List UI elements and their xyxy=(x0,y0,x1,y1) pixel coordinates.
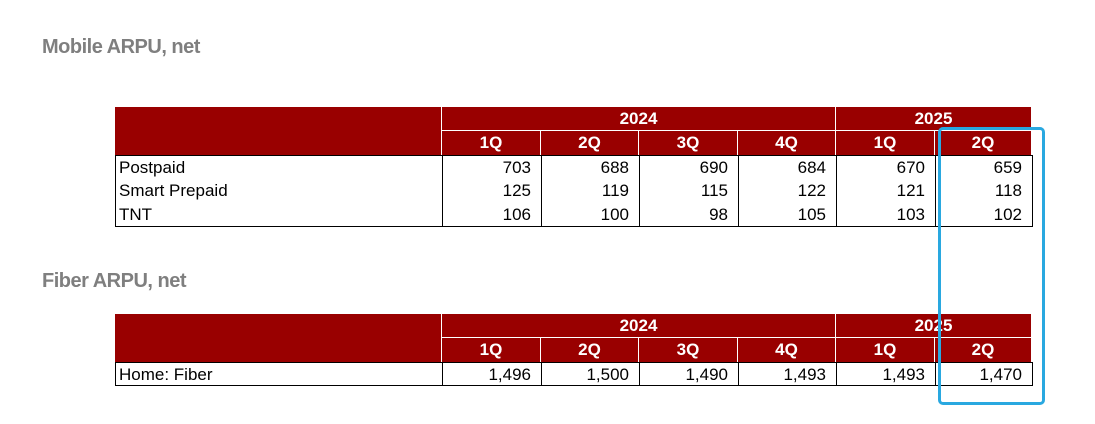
value-cell: 98 xyxy=(639,203,739,227)
year-header: 2024 xyxy=(442,107,836,131)
value-cell: 1,496 xyxy=(442,362,542,386)
quarter-header: 1Q xyxy=(836,338,935,362)
value-cell: 703 xyxy=(442,155,542,179)
quarter-header: 1Q xyxy=(442,338,541,362)
value-cell: 688 xyxy=(541,155,640,179)
quarter-header: 4Q xyxy=(738,131,836,155)
quarter-header: 1Q xyxy=(442,131,541,155)
header-blank xyxy=(115,314,442,362)
value-cell: 670 xyxy=(836,155,936,179)
row-label: Smart Prepaid xyxy=(115,179,443,203)
value-cell: 118 xyxy=(935,179,1033,203)
highlight-box xyxy=(938,127,1045,405)
quarter-header: 2Q xyxy=(935,131,1032,155)
section-title: Fiber ARPU, net xyxy=(42,270,187,292)
header-blank xyxy=(115,107,442,155)
row-label: Home: Fiber xyxy=(115,362,443,386)
value-cell: 1,500 xyxy=(541,362,640,386)
quarter-header: 2Q xyxy=(541,338,639,362)
quarter-header: 1Q xyxy=(836,131,935,155)
year-header: 2025 xyxy=(836,107,1032,131)
value-cell: 100 xyxy=(541,203,640,227)
row-label: TNT xyxy=(115,203,443,227)
quarter-header: 3Q xyxy=(639,131,738,155)
value-cell: 125 xyxy=(442,179,542,203)
section-title: Mobile ARPU, net xyxy=(42,36,200,58)
value-cell: 106 xyxy=(442,203,542,227)
quarter-header: 4Q xyxy=(738,338,836,362)
value-cell: 103 xyxy=(836,203,936,227)
quarter-header: 2Q xyxy=(935,338,1032,362)
value-cell: 684 xyxy=(738,155,837,179)
year-header: 2024 xyxy=(442,314,836,338)
value-cell: 690 xyxy=(639,155,739,179)
value-cell: 102 xyxy=(935,203,1033,227)
value-cell: 1,493 xyxy=(738,362,837,386)
value-cell: 122 xyxy=(738,179,837,203)
quarter-header: 3Q xyxy=(639,338,738,362)
value-cell: 659 xyxy=(935,155,1033,179)
value-cell: 115 xyxy=(639,179,739,203)
value-cell: 105 xyxy=(738,203,837,227)
value-cell: 1,490 xyxy=(639,362,739,386)
value-cell: 1,493 xyxy=(836,362,936,386)
quarter-header: 2Q xyxy=(541,131,639,155)
year-header: 2025 xyxy=(836,314,1032,338)
value-cell: 119 xyxy=(541,179,640,203)
value-cell: 1,470 xyxy=(935,362,1033,386)
row-label: Postpaid xyxy=(115,155,443,179)
value-cell: 121 xyxy=(836,179,936,203)
